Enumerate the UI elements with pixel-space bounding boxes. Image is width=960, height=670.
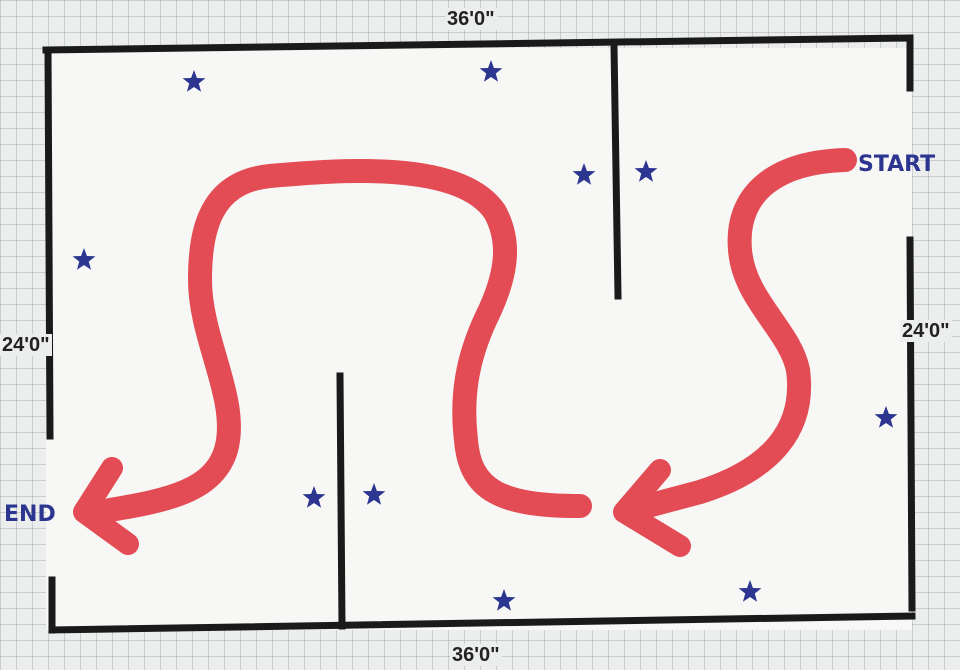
star-icon bbox=[874, 406, 898, 428]
star-icon bbox=[479, 60, 503, 82]
dimension-right: 24'0" bbox=[900, 320, 952, 342]
star-icon bbox=[72, 248, 96, 270]
arrow-left-head-icon bbox=[73, 457, 139, 555]
star-icon bbox=[182, 70, 206, 92]
star-icon bbox=[738, 580, 762, 602]
star-icon bbox=[634, 160, 658, 182]
top-wall bbox=[42, 34, 914, 54]
arrow-right-head-icon bbox=[613, 459, 691, 557]
walking-path bbox=[73, 148, 857, 557]
center-partition-upper bbox=[610, 42, 622, 300]
path-middle-segment bbox=[98, 159, 592, 522]
walls bbox=[42, 34, 916, 634]
star-icon bbox=[362, 483, 386, 505]
center-partition-lower bbox=[336, 372, 346, 630]
dimension-left: 24'0" bbox=[0, 334, 52, 356]
bottom-wall bbox=[48, 612, 916, 634]
end-label: END bbox=[4, 502, 56, 527]
star-icon bbox=[302, 486, 326, 508]
star-markers bbox=[72, 60, 898, 611]
left-wall-upper bbox=[44, 46, 54, 440]
star-icon bbox=[492, 589, 516, 611]
right-wall-lower bbox=[906, 236, 916, 612]
path-start-segment bbox=[628, 148, 857, 520]
start-label: START bbox=[858, 152, 936, 177]
dimension-top: 36'0" bbox=[445, 8, 497, 30]
dimension-bottom: 36'0" bbox=[450, 644, 502, 666]
star-icon bbox=[572, 163, 596, 185]
